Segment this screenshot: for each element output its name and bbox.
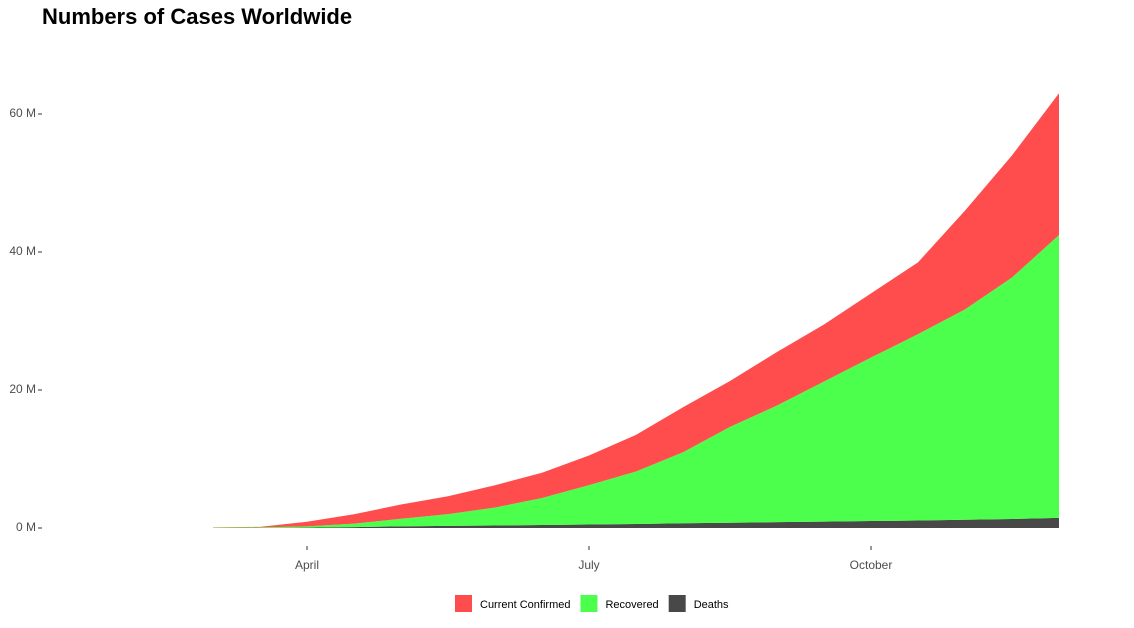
legend-label: Deaths <box>694 599 729 611</box>
legend-swatch <box>580 595 598 612</box>
y-tick-label: 0 M <box>16 520 36 534</box>
chart-title: Numbers of Cases Worldwide <box>42 4 352 29</box>
x-tick-label: October <box>850 558 893 572</box>
legend-swatch <box>668 595 686 612</box>
legend-label: Current Confirmed <box>480 599 570 611</box>
y-tick-label: 60 M <box>9 106 36 120</box>
y-tick-label: 40 M <box>9 244 36 258</box>
x-tick-label: July <box>578 558 599 572</box>
area <box>213 517 1059 528</box>
legend-swatch <box>455 595 472 612</box>
area <box>213 235 1059 528</box>
area <box>213 93 1059 528</box>
legend-label: Recovered <box>605 599 658 611</box>
y-tick-label: 20 M <box>9 382 36 396</box>
x-tick-label: April <box>295 558 319 572</box>
